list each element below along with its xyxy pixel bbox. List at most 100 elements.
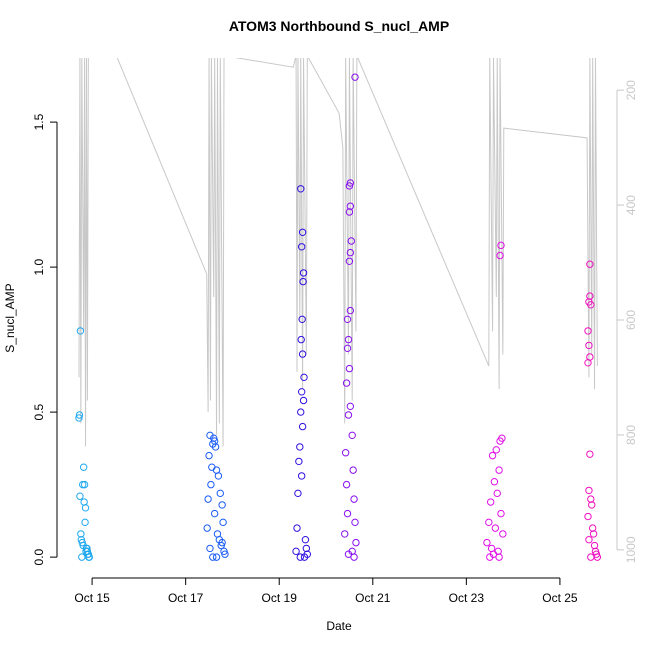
x-axis-label: Date bbox=[326, 619, 352, 633]
point bbox=[351, 518, 359, 527]
point bbox=[299, 277, 307, 286]
point bbox=[207, 480, 215, 489]
point bbox=[584, 359, 592, 367]
point bbox=[216, 489, 224, 498]
point bbox=[345, 208, 354, 216]
point bbox=[495, 553, 503, 561]
point bbox=[587, 495, 595, 503]
point bbox=[293, 524, 301, 532]
point bbox=[343, 344, 352, 353]
point bbox=[297, 243, 306, 251]
y-tick-label: 1.5 bbox=[32, 113, 46, 130]
point bbox=[205, 451, 213, 460]
point bbox=[345, 257, 354, 266]
point bbox=[297, 185, 305, 193]
y2-tick-label: 800 bbox=[624, 425, 638, 445]
y-tick-label: 0.0 bbox=[32, 548, 46, 565]
point bbox=[292, 547, 300, 556]
point bbox=[81, 518, 89, 527]
point bbox=[349, 466, 357, 474]
point bbox=[346, 248, 355, 257]
point bbox=[347, 237, 355, 245]
point bbox=[589, 530, 598, 538]
point bbox=[346, 402, 355, 411]
point bbox=[346, 306, 355, 315]
point bbox=[221, 550, 229, 558]
point bbox=[297, 388, 306, 396]
point bbox=[497, 241, 505, 250]
plot-area bbox=[75, 58, 602, 561]
point bbox=[80, 480, 89, 489]
point bbox=[299, 396, 308, 405]
y-axis-label: S_nucl_AMP bbox=[3, 283, 17, 352]
x-tick-label: Oct 15 bbox=[74, 591, 110, 605]
point bbox=[76, 327, 85, 335]
x-tick-label: Oct 21 bbox=[355, 591, 391, 605]
point bbox=[212, 553, 221, 561]
point bbox=[296, 443, 304, 451]
point bbox=[297, 408, 305, 416]
point bbox=[211, 443, 220, 451]
point bbox=[343, 315, 352, 324]
point bbox=[584, 327, 592, 335]
point bbox=[299, 269, 308, 277]
point bbox=[491, 524, 500, 532]
point bbox=[218, 501, 226, 509]
point bbox=[483, 538, 491, 547]
point bbox=[214, 472, 223, 480]
x-tick-label: Oct 23 bbox=[449, 591, 485, 605]
point bbox=[208, 463, 216, 471]
point bbox=[486, 553, 494, 561]
point bbox=[78, 553, 86, 561]
point bbox=[294, 489, 302, 498]
point bbox=[300, 373, 308, 382]
point bbox=[218, 538, 226, 547]
x-tick-label: Oct 19 bbox=[262, 591, 298, 605]
point bbox=[76, 492, 84, 500]
point bbox=[585, 486, 593, 495]
point bbox=[495, 466, 503, 474]
point bbox=[488, 451, 497, 460]
point bbox=[586, 260, 594, 268]
x-tick-label: Oct 17 bbox=[168, 591, 204, 605]
axes: Oct 15 Oct 17 Oct 19 Oct 21 Oct 23 Oct 25 0.0 0… bbox=[32, 80, 638, 605]
point bbox=[296, 553, 304, 561]
point bbox=[585, 536, 593, 544]
point bbox=[300, 553, 309, 561]
point bbox=[79, 480, 87, 489]
chart-title: ATOM3 Northbound S_nucl_AMP bbox=[229, 18, 449, 34]
point bbox=[298, 350, 307, 358]
point bbox=[588, 501, 596, 509]
point bbox=[83, 544, 91, 553]
point bbox=[485, 518, 493, 527]
y2-tick-label: 200 bbox=[624, 80, 638, 100]
point bbox=[587, 553, 595, 561]
point bbox=[497, 509, 505, 518]
point bbox=[344, 411, 353, 419]
point bbox=[341, 530, 349, 538]
point bbox=[348, 431, 356, 440]
point bbox=[496, 251, 504, 260]
point bbox=[588, 524, 597, 532]
point bbox=[587, 301, 595, 309]
y2-tick-label: 600 bbox=[624, 310, 638, 330]
point bbox=[80, 498, 88, 506]
point bbox=[493, 489, 501, 498]
point bbox=[297, 335, 305, 344]
point bbox=[77, 530, 85, 538]
point bbox=[584, 512, 592, 521]
point bbox=[298, 228, 307, 237]
point bbox=[346, 202, 355, 210]
point bbox=[344, 550, 353, 558]
point bbox=[210, 509, 219, 518]
point bbox=[345, 364, 354, 373]
y-tick-label: 0.5 bbox=[32, 403, 46, 420]
point bbox=[590, 541, 599, 550]
point bbox=[343, 509, 352, 518]
y2-tick-label: 400 bbox=[624, 195, 638, 215]
y-tick-label: 1.0 bbox=[32, 258, 46, 275]
point bbox=[499, 530, 507, 538]
point bbox=[209, 553, 217, 561]
point bbox=[593, 553, 602, 561]
